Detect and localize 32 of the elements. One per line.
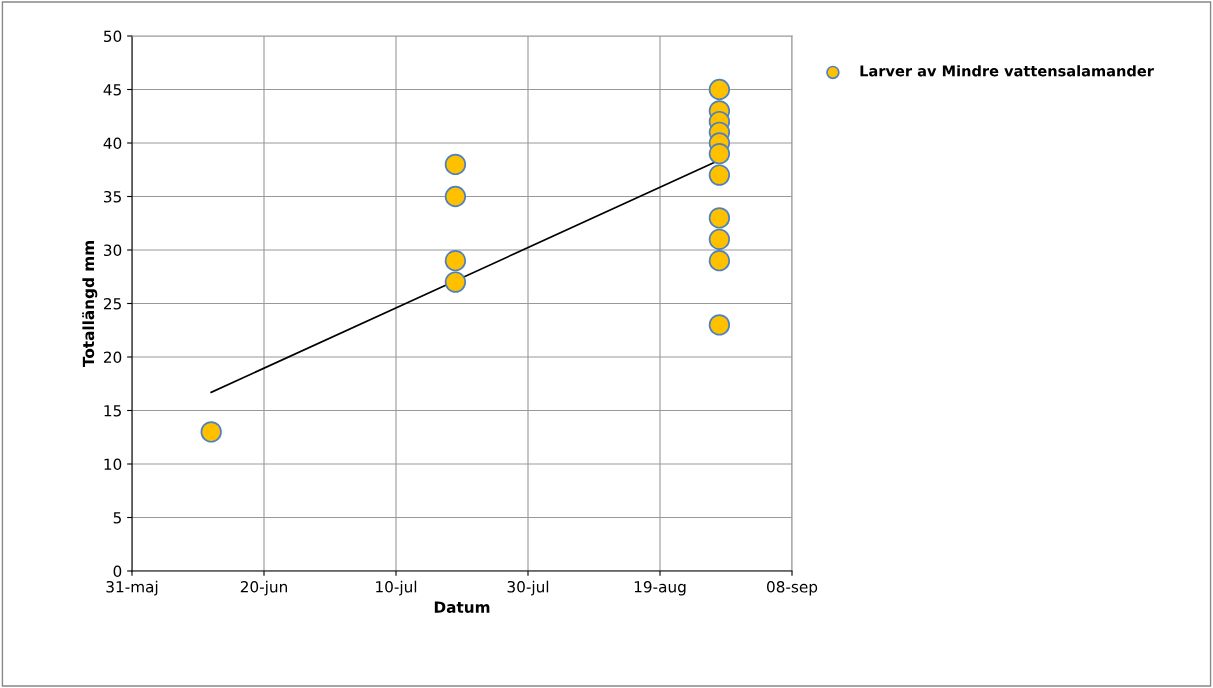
x-tick-label: 08-sep	[767, 580, 818, 596]
point	[444, 185, 467, 208]
point	[708, 250, 731, 272]
y-tick-label: 50	[104, 30, 122, 43]
point	[708, 207, 731, 229]
x-axis-title: Datum	[434, 601, 490, 613]
point	[708, 228, 731, 250]
y-tick-label: 20	[103, 351, 122, 364]
point	[444, 153, 467, 176]
x-tick-label: 10-jul	[376, 580, 417, 596]
y-axis-title: Totallängd mm	[82, 241, 98, 368]
legend-label: Larver av Mindre vattensalamander	[860, 65, 1154, 77]
y-tick-label: 45	[103, 84, 121, 96]
y-tick-label: 10	[104, 458, 122, 471]
x-tick-label: 31-maj	[106, 580, 158, 596]
x-tick-label: 20-jun	[240, 580, 287, 596]
y-tick-label: 30	[104, 244, 122, 257]
y-tick-label: 35	[104, 190, 121, 203]
point	[444, 250, 467, 272]
y-tick-label: 15	[104, 405, 121, 417]
x-tick-label: 30-jul	[507, 580, 549, 596]
point	[444, 271, 467, 293]
point	[708, 164, 731, 186]
x-tick-label: 19-aug	[634, 580, 686, 596]
y-tick-label: 25	[103, 297, 121, 310]
point	[200, 421, 222, 443]
y-tick-label: 0	[113, 565, 122, 578]
point	[708, 314, 731, 336]
y-tick-label: 5	[113, 512, 121, 524]
point	[708, 78, 731, 101]
y-tick-label: 40	[103, 137, 122, 150]
point	[708, 143, 731, 165]
